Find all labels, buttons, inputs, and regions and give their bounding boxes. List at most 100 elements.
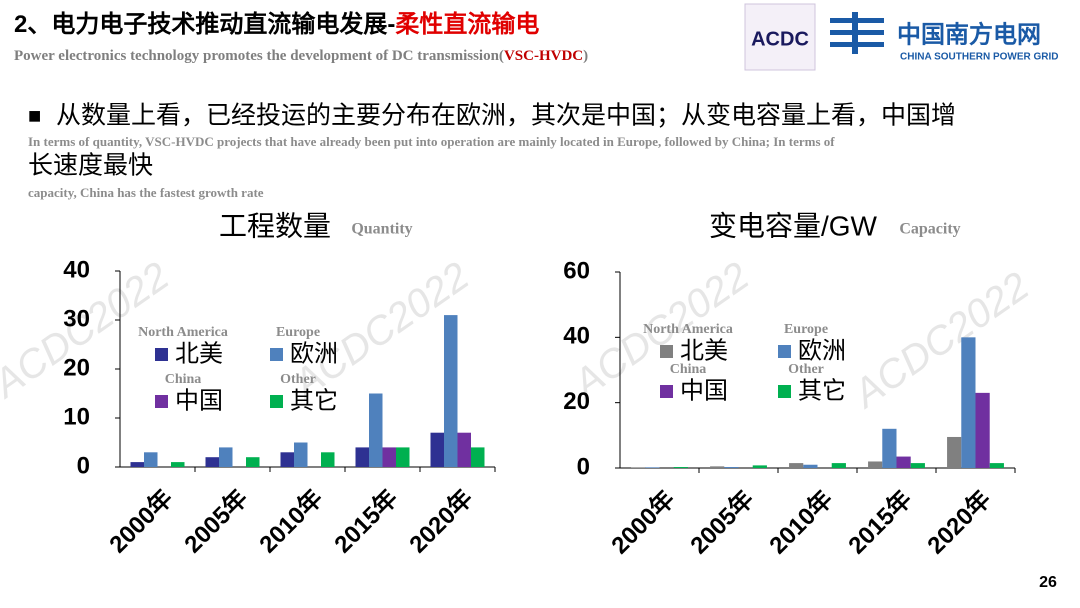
- bar: [724, 467, 739, 468]
- legend-label-en: Other: [280, 372, 316, 387]
- legend-label: 其它: [798, 377, 846, 404]
- bar: [910, 463, 925, 468]
- title-main: 2、电力电子技术推动直流输电发展-: [14, 10, 395, 38]
- bar: [280, 452, 294, 467]
- chart-title-en: Capacity: [899, 221, 960, 238]
- bar: [246, 457, 260, 467]
- legend-swatch: [270, 348, 283, 361]
- bar: [471, 447, 485, 467]
- legend-label: 中国: [680, 377, 728, 404]
- bar: [382, 447, 396, 467]
- company-name-en: CHINA SOUTHERN POWER GRID: [900, 52, 1059, 63]
- bar: [882, 428, 897, 468]
- legend-label-en: Europe: [276, 325, 320, 340]
- bar: [961, 337, 976, 468]
- bar: [896, 456, 911, 468]
- company-name: 中国南方电网: [897, 20, 1041, 48]
- bullet-marker: ■: [28, 103, 41, 128]
- bar: [396, 447, 410, 467]
- legend-swatch: [778, 345, 791, 358]
- x-tick-label: 2015年: [329, 484, 404, 559]
- bar: [752, 465, 767, 468]
- y-tick-label: 0: [577, 453, 590, 480]
- x-tick-label: 2000年: [606, 485, 681, 560]
- bar: [355, 447, 369, 467]
- y-tick-label: 0: [77, 452, 90, 479]
- legend-swatch: [660, 345, 673, 358]
- bar: [673, 467, 688, 468]
- legend-label-en: North America: [643, 322, 733, 337]
- legend-label: 其它: [290, 387, 338, 414]
- legend-swatch: [660, 385, 673, 398]
- bar: [710, 466, 725, 468]
- bullet-line: 长速度最快: [28, 152, 153, 180]
- x-tick-label: 2015年: [843, 485, 918, 560]
- legend-label: 欧洲: [290, 340, 338, 367]
- bar: [321, 452, 335, 467]
- page-number: 26: [1039, 574, 1057, 591]
- legend-label-en: Other: [788, 362, 824, 377]
- y-tick-label: 40: [63, 256, 90, 283]
- bar: [219, 447, 233, 467]
- subtitle-main: Power electronics technology promotes th…: [14, 48, 504, 64]
- x-tick-label: 2020年: [922, 485, 997, 560]
- legend-swatch: [155, 395, 168, 408]
- bar: [444, 315, 458, 467]
- legend-label: 中国: [175, 387, 223, 414]
- legend-label: 欧洲: [798, 337, 846, 364]
- bar: [803, 464, 818, 468]
- legend-swatch: [778, 385, 791, 398]
- bar: [171, 462, 185, 467]
- subtitle-highlight: VSC-HVDC: [504, 48, 583, 64]
- bar: [868, 461, 883, 468]
- legend-label: 北美: [680, 337, 728, 364]
- legend-swatch: [155, 348, 168, 361]
- x-tick-label: 2010年: [764, 485, 839, 560]
- company-logo-mark: [830, 12, 884, 54]
- bar: [789, 463, 804, 468]
- bar: [457, 432, 471, 467]
- chart-title: 工程数量: [219, 210, 331, 241]
- bar: [947, 436, 962, 468]
- bullet-line-en: capacity, China has the fastest growth r…: [28, 185, 264, 200]
- event-logo: ACDC: [751, 28, 809, 50]
- x-tick-label: 2010年: [254, 484, 329, 559]
- slide-title: 2、电力电子技术推动直流输电发展-柔性直流输电: [14, 10, 539, 38]
- y-tick-label: 20: [563, 388, 590, 415]
- bar: [631, 467, 646, 468]
- watermark: ACDC2022: [844, 264, 1037, 417]
- x-tick-label: 2005年: [179, 484, 254, 559]
- x-tick-label: 2000年: [104, 484, 179, 559]
- slide-subtitle: Power electronics technology promotes th…: [14, 48, 588, 64]
- legend-swatch: [270, 395, 283, 408]
- event-logo-box: [744, 3, 816, 71]
- y-tick-label: 30: [63, 305, 90, 332]
- bar: [975, 392, 990, 468]
- bar: [144, 452, 158, 467]
- bar: [130, 462, 144, 467]
- subtitle-end: ): [583, 48, 588, 64]
- bar: [831, 463, 846, 468]
- bar: [294, 442, 308, 467]
- legend-label-en: China: [165, 372, 202, 387]
- chart-title-en: Quantity: [351, 221, 412, 238]
- bar: [645, 467, 660, 468]
- bullet-line-en: In terms of quantity, VSC-HVDC projects …: [28, 134, 835, 149]
- y-tick-label: 20: [63, 354, 90, 381]
- y-tick-label: 10: [63, 403, 90, 430]
- legend-label-en: North America: [138, 325, 228, 340]
- legend-label-en: China: [670, 362, 707, 377]
- legend-label: 北美: [175, 340, 223, 367]
- y-tick-label: 60: [563, 257, 590, 284]
- x-tick-label: 2020年: [404, 484, 479, 559]
- y-tick-label: 40: [563, 323, 590, 350]
- bar: [369, 393, 383, 467]
- x-tick-label: 2005年: [685, 485, 760, 560]
- bar: [989, 463, 1004, 468]
- legend-label-en: Europe: [784, 322, 828, 337]
- chart-title: 变电容量/GW: [709, 210, 878, 241]
- bullet-line: 从数量上看，已经投运的主要分布在欧洲，其次是中国；从变电容量上看，中国增: [56, 102, 956, 130]
- bar: [205, 457, 219, 467]
- bar: [430, 432, 444, 467]
